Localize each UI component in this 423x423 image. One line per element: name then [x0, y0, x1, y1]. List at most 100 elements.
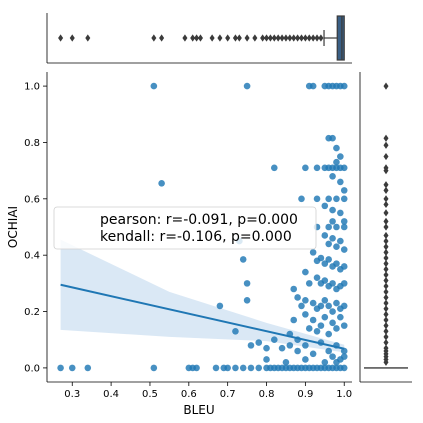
scatter-point [263, 356, 270, 363]
top-outlier-marker [302, 34, 308, 42]
right-outlier-marker [383, 265, 389, 273]
top-outlier-marker [244, 34, 250, 42]
regression-confidence-band [60, 239, 345, 353]
scatter-point [294, 347, 301, 355]
right-outlier-marker [383, 282, 389, 290]
x-tick-label: 0.7 [220, 389, 236, 400]
scatter-point [325, 347, 332, 355]
top-outlier-marker [306, 34, 312, 42]
y-tick-label: 0.6 [24, 194, 40, 205]
scatter-point [329, 319, 336, 327]
right-marginal-boxplot [359, 72, 412, 383]
scatter-point [333, 325, 340, 332]
y-tick-label: 0.4 [24, 251, 40, 262]
scatter-point [340, 364, 348, 372]
top-outlier-marker [310, 34, 316, 42]
y-axis-title: OCHIAI [6, 206, 20, 248]
scatter-point [290, 316, 298, 324]
scatter-point [305, 325, 313, 332]
scatter-point [247, 342, 255, 349]
x-tick-label: 0.9 [297, 389, 313, 400]
scatter-point [325, 302, 332, 310]
scatter-point [305, 280, 313, 287]
scatter-point [247, 364, 255, 372]
top-marginal-outliers [58, 34, 324, 42]
right-outlier-marker [383, 276, 389, 285]
scatter-point [212, 364, 220, 372]
x-axis-ticks: 0.3 0.4 0.5 0.6 0.7 0.8 0.9 1.0 [64, 382, 352, 400]
scatter-point [340, 353, 348, 360]
top-outlier-marker [267, 34, 273, 42]
top-outlier-marker [190, 34, 196, 42]
right-outlier-marker [383, 358, 389, 366]
scatter-point [340, 195, 348, 203]
top-outlier-marker [283, 34, 289, 42]
scatter-point [302, 268, 309, 276]
top-outlier-marker [264, 34, 270, 42]
scatter-point [321, 232, 329, 239]
scatter-point [84, 364, 92, 372]
correlation-annotation: pearson: r=-0.091, p=0.000 kendall: r=-0… [53, 206, 317, 250]
scatter-point [216, 302, 224, 310]
right-outlier-marker [383, 327, 389, 335]
scatter-point [286, 342, 294, 349]
scatter-point [239, 364, 247, 372]
main-scatter-plot: pearson: r=-0.091, p=0.000 kendall: r=-0… [6, 72, 352, 417]
annotation-kendall: kendall: r=-0.106, p=0.000 [100, 229, 292, 245]
scatter-point [329, 172, 336, 180]
scatter-point [333, 195, 340, 203]
right-outlier-marker [383, 200, 389, 209]
scatter-point [321, 313, 329, 321]
top-outlier-marker [291, 34, 297, 42]
scatter-point [329, 234, 336, 242]
right-outlier-marker [383, 186, 389, 194]
scatter-point [337, 178, 344, 186]
scatter-points [57, 82, 348, 372]
right-outlier-marker [383, 248, 389, 256]
top-outlier-marker [209, 34, 215, 42]
scatter-point [313, 164, 321, 172]
scatter-point [321, 358, 329, 366]
scatter-point [243, 280, 251, 287]
scatter-point [302, 311, 309, 318]
right-outlier-marker [383, 195, 389, 203]
scatter-point [329, 206, 336, 214]
scatter-point [340, 218, 348, 225]
scatter-point [309, 350, 317, 358]
top-marginal-boxplot [46, 13, 352, 64]
scatter-point [317, 302, 325, 310]
scatter-point [329, 218, 336, 225]
right-outlier-marker [383, 333, 389, 341]
y-tick-label: 0.0 [24, 363, 40, 374]
scatter-point [340, 187, 348, 194]
scatter-point [317, 254, 325, 262]
scatter-point [290, 285, 298, 293]
scatter-point [333, 243, 340, 251]
right-outlier-marker [383, 209, 389, 217]
scatter-point [232, 364, 239, 372]
scatter-point [294, 294, 301, 301]
right-outlier-marker [383, 254, 389, 262]
scatter-point [333, 299, 340, 307]
annotation-box [53, 206, 317, 250]
scatter-point [337, 237, 344, 245]
scatter-point [333, 158, 340, 166]
top-outlier-marker [275, 34, 281, 42]
right-outlier-marker [383, 231, 389, 240]
scatter-point [278, 344, 286, 352]
scatter-point [321, 202, 329, 210]
scatter-point [329, 280, 336, 287]
scatter-point [68, 364, 76, 372]
scatter-point [340, 82, 348, 90]
scatter-point [243, 296, 251, 304]
top-outlier-marker [295, 34, 301, 42]
scatter-point [270, 164, 278, 172]
regression-band [60, 239, 345, 353]
right-outlier-marker [383, 322, 389, 330]
top-iqr-box [336, 15, 345, 61]
x-tick-label: 0.5 [142, 389, 158, 400]
scatter-point [193, 364, 200, 372]
scatter-point [243, 82, 251, 90]
x-tick-label: 0.6 [181, 389, 197, 400]
top-outlier-marker [85, 34, 91, 42]
